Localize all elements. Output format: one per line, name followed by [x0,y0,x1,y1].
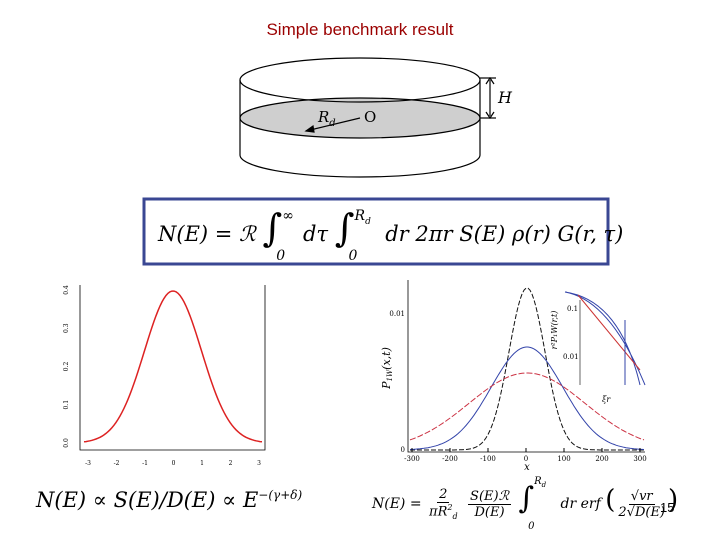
upper-r: R [534,476,542,487]
eq-part: N(E) = ℛ [158,222,256,246]
cylinder [239,57,496,178]
x-tick-label: -200 [442,455,458,463]
y-tick-label: 0.1 [63,400,70,410]
gaussian-curve [83,290,263,443]
x-axis-label: x [524,462,530,473]
x-tick-label: 1 [200,460,204,467]
limits: Rd 0 [528,476,556,532]
fraction: S(E)ℛ D(E) [468,489,511,520]
inset-y-label: r²P₁W(r,t) [550,311,559,350]
right-plot [407,280,646,453]
y-tick-label: 0 [401,446,405,454]
den: 2√D(E) [618,504,666,520]
x-tick-label: 2 [229,460,233,467]
curve-wide [409,372,645,441]
num: √vr [628,488,655,505]
y-tick-label: 0.2 [63,362,70,372]
x-tick-label: -100 [480,455,496,463]
equation-box [142,197,610,266]
y-tick-label: 0.01 [389,310,405,318]
inset-curve-red [577,294,641,371]
x-tick-label: -3 [85,460,91,467]
fraction: √vr 2√D(E) [618,489,665,520]
y-tick-label: 0.3 [63,323,70,333]
equation-main: N(E) = ℛ ∫ ∞ 0 dτ ∫ Rd 0 dr 2πr S(E) ρ(r) G(… [158,206,624,264]
y-axis-label: P1W(x,t) [380,347,394,390]
lower: 0 [348,247,358,264]
x-tick-label: 100 [557,455,570,463]
den-sub: d [452,511,458,521]
upper: Rd [534,476,546,489]
integral: ∫ [518,481,535,516]
upper-sub: d [365,216,371,227]
upper: ∞ [282,207,294,224]
den: πR2d [429,503,458,521]
y-tick-label: 0.0 [63,438,70,448]
upper-sub: d [541,481,547,489]
left-plot [79,285,266,451]
x-tick-label: 200 [595,455,608,463]
eq-part: dr erf [560,496,601,512]
origin-label: O [364,108,376,126]
integral: ∫ [262,206,283,250]
upper: Rd [355,208,371,227]
num: 2 [437,487,450,504]
fraction: 2 πR2d [429,487,458,521]
x-tick-label: -300 [404,455,420,463]
radius-label: Rd [317,108,336,129]
equation-power: N(E) ∝ S(E)/D(E) ∝ E−(γ+δ) [36,488,302,512]
paren: ( [605,485,616,515]
equation-erf: N(E) = 2 πR2d S(E)ℛ D(E) ∫ Rd 0 dr erf (√vr 2… [372,476,679,532]
height-label: H [497,88,513,107]
x-tick-label: 0 [172,460,176,467]
page-number: 15 [660,500,675,515]
lower: 0 [528,521,535,532]
eq-part: dτ [302,222,329,246]
exponent: −(γ+δ) [258,488,303,502]
num: S(E)ℛ [468,488,511,505]
paren: ) [668,485,679,515]
y-tick-label: 0.4 [63,285,70,295]
den-part: πR [429,504,448,520]
eq-part: N(E) = [372,496,422,512]
eq-part: N(E) ∝ S(E)/D(E) ∝ E [36,488,259,512]
inset-tick: 0.1 [567,305,578,313]
x-tick-label: 0 [524,455,528,463]
lower: 0 [276,247,286,264]
limits: Rd 0 [349,208,379,264]
den-sup: 2 [447,503,453,513]
curve-medium [409,346,645,450]
den: D(E) [474,504,505,520]
upper-r: R [354,207,366,224]
x-tick-label: -2 [114,460,120,467]
curve-narrow [410,287,644,451]
limits: ∞ 0 [276,208,296,264]
integral: ∫ [334,206,355,250]
x-tick-label: -1 [142,460,148,467]
slide-title: Simple benchmark result [266,20,454,39]
x-tick-label: 3 [257,460,261,467]
inset-x-label: ξr [602,395,611,404]
eq-part: dr 2πr S(E) ρ(r) G(r, τ) [385,222,624,246]
x-tick-label: 300 [633,455,646,463]
inset-tick: 0.01 [563,353,579,361]
